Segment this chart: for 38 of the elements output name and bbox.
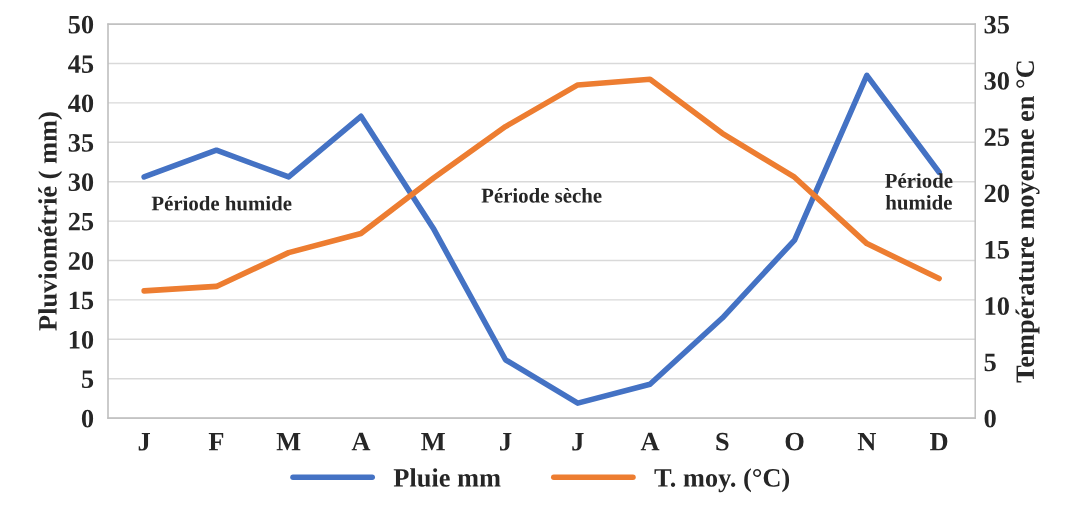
y-tick-label: 45	[68, 55, 94, 73]
x-tick-label: M	[276, 433, 301, 451]
x-tick-label: J	[572, 433, 584, 451]
y2-tick-label: 35	[984, 15, 1009, 34]
y2-axis-title: Température moyenne en °C	[1015, 61, 1040, 383]
y2-tick-label: 5	[984, 353, 996, 372]
x-tick-label: A	[640, 432, 660, 451]
x-tick-label: S	[716, 432, 729, 451]
y-tick-label: 30	[68, 173, 94, 192]
x-tick-label: J	[138, 433, 151, 451]
y2-tick-label: 15	[985, 240, 1009, 259]
y2-tick-label: 25	[984, 128, 1009, 147]
y-tick-label: 15	[69, 291, 94, 310]
y-tick-label: 35	[68, 133, 94, 152]
x-tick-label: A	[351, 432, 371, 451]
annotation: Période sèche	[481, 188, 602, 203]
x-tick-label: O	[785, 432, 804, 451]
y-tick-label: 40	[68, 94, 94, 113]
y2-tick-label: 10	[985, 297, 1009, 315]
x-tick-label: F	[208, 433, 224, 451]
annotation: Période humide	[885, 173, 953, 210]
y-axis-title: Pluviométrié ( mm)	[38, 112, 63, 331]
y2-tick-label: 20	[984, 184, 1009, 203]
y-tick-label: 25	[68, 212, 94, 231]
y-tick-label: 5	[81, 370, 94, 389]
y2-tick-label: 0	[984, 409, 996, 428]
y-tick-label: 10	[69, 330, 94, 349]
x-tick-label: J	[500, 433, 512, 451]
y-tick-label: 20	[68, 252, 94, 270]
legend-label: T. moy. (°C)	[654, 468, 790, 493]
x-tick-label: N	[857, 433, 877, 451]
y-tick-label: 50	[68, 15, 94, 34]
annotation: Période humide	[151, 195, 292, 211]
legend-label: Pluie mm	[393, 468, 501, 487]
y2-tick-label: 30	[984, 72, 1009, 90]
y-tick-label: 0	[81, 409, 94, 428]
x-tick-label: D	[930, 433, 948, 451]
x-tick-label: M	[421, 433, 445, 451]
